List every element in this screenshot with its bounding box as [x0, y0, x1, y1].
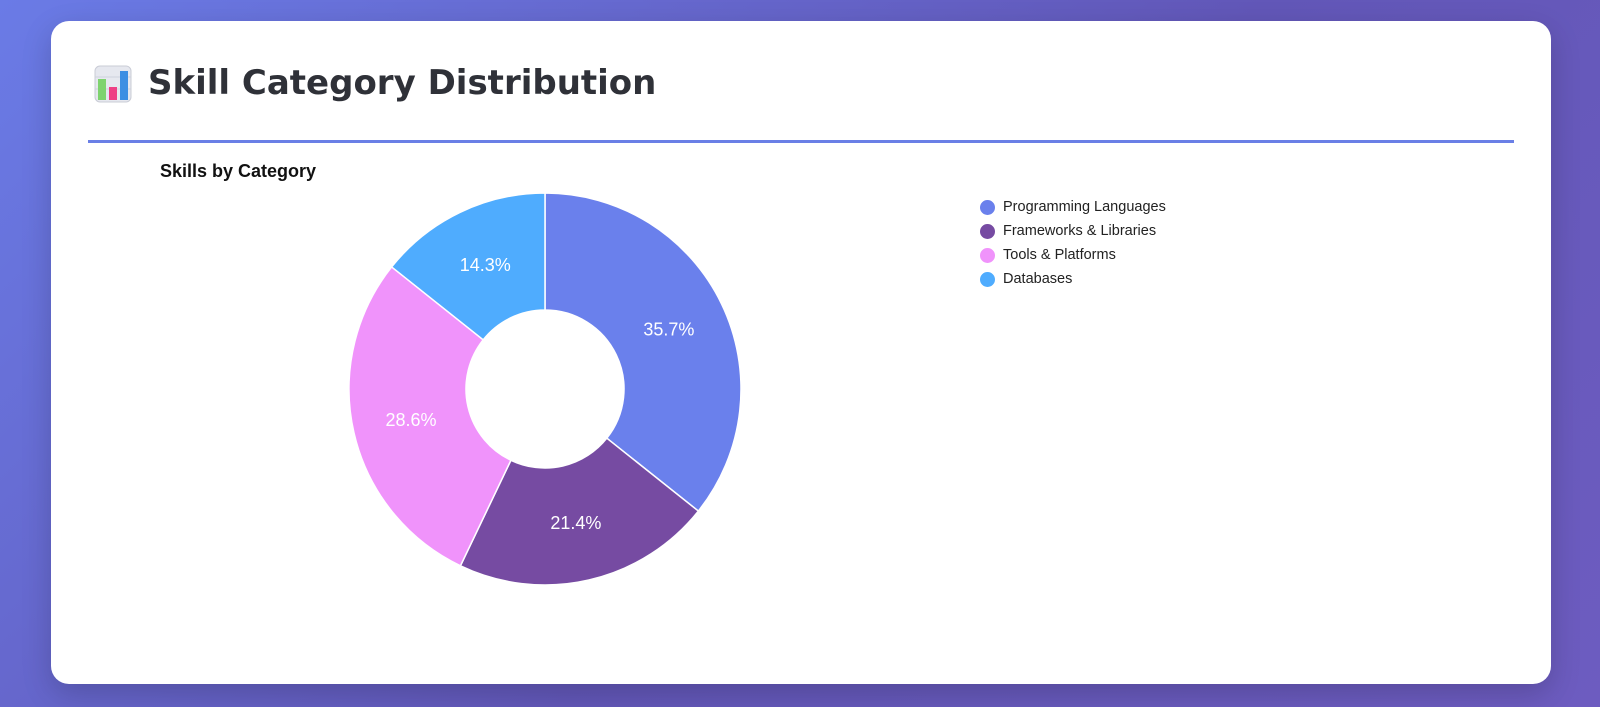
slice-data-label: 14.3%: [460, 255, 511, 275]
header: Skill Category Distribution: [88, 61, 1514, 143]
legend-item[interactable]: Databases: [980, 267, 1166, 291]
slice-data-label: 28.6%: [385, 410, 436, 430]
pie-slice-programming-languages[interactable]: [544, 192, 742, 513]
slice-data-label: 35.7%: [643, 319, 694, 339]
pie-slice-databases[interactable]: [390, 192, 546, 341]
chart-card: Skill Category Distribution Skills by Ca…: [51, 21, 1551, 684]
pie-slice-frameworks-libraries[interactable]: [459, 437, 700, 586]
legend-item[interactable]: Tools & Platforms: [980, 243, 1166, 267]
page-title: Skill Category Distribution: [148, 63, 657, 103]
legend-item[interactable]: Programming Languages: [980, 195, 1166, 219]
legend-label: Frameworks & Libraries: [1003, 223, 1157, 239]
legend-swatch: [980, 199, 995, 215]
bar-chart-icon: [94, 65, 132, 103]
legend-swatch: [980, 247, 995, 263]
chart-title: Skills by Category: [160, 161, 317, 181]
legend-swatch: [980, 271, 995, 287]
chart-legend: Programming Languages Frameworks & Librar…: [980, 195, 1166, 291]
doughnut-chart: 35.7% 21.4% 28.6% 14.3%: [348, 192, 742, 586]
legend-label: Programming Languages: [1003, 199, 1166, 215]
legend-swatch: [980, 223, 995, 239]
legend-item[interactable]: Frameworks & Libraries: [980, 219, 1166, 243]
legend-label: Tools & Platforms: [1003, 247, 1116, 263]
chart-area: Skills by Category 35.7% 21.4% 28.6% 14.3% …: [51, 21, 1551, 684]
pie-slice-tools-platforms[interactable]: [348, 265, 512, 567]
slice-data-label: 21.4%: [550, 513, 601, 533]
legend-label: Databases: [1003, 271, 1073, 287]
